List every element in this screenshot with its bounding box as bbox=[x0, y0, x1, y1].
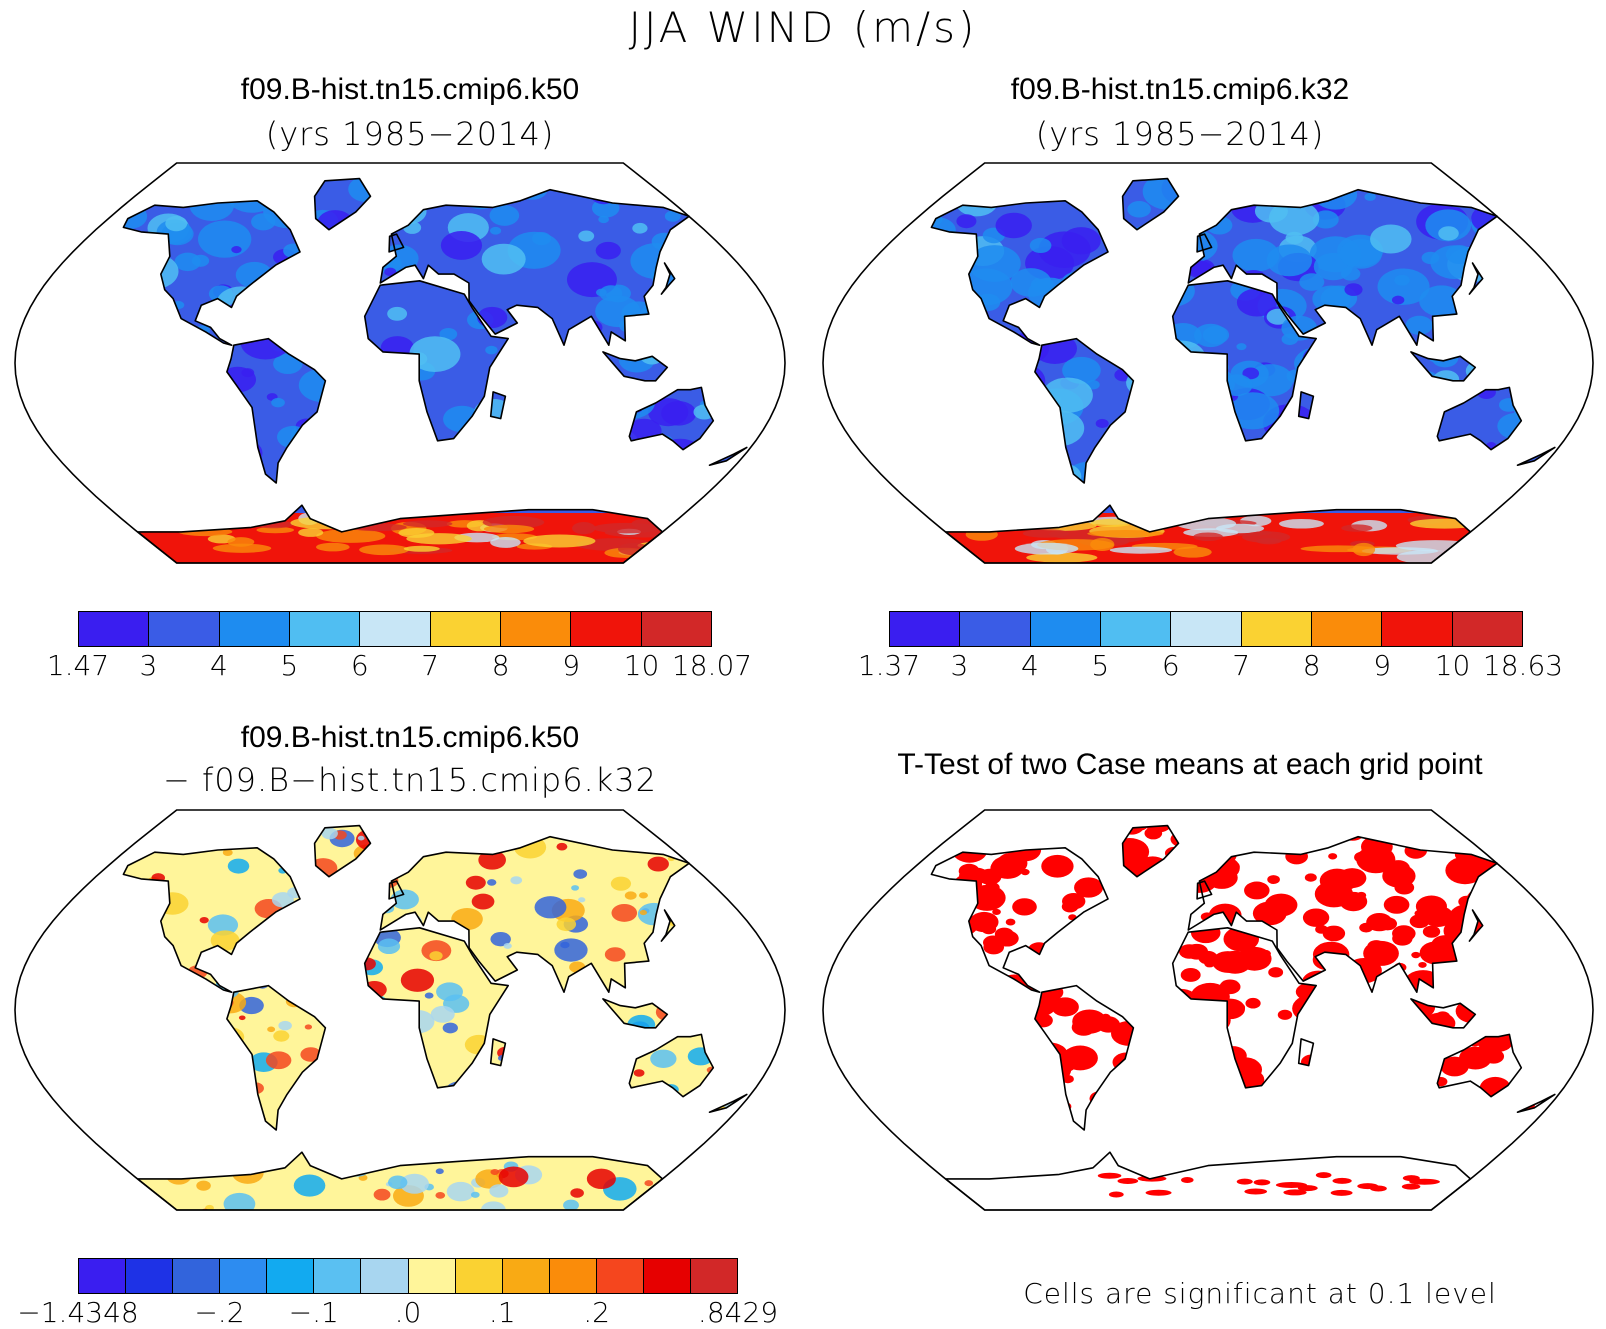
colorbar-swatch bbox=[1171, 612, 1242, 646]
colorbar-swatch bbox=[430, 612, 501, 646]
colorbar-swatch bbox=[289, 612, 361, 646]
ttest-significance-note: Cells are significant at 0.1 level bbox=[1023, 1277, 1497, 1310]
panel-diff-map bbox=[14, 809, 786, 1211]
colorbar-swatch bbox=[500, 612, 572, 646]
panel-diff-title: f09.B-hist.tn15.cmip6.k50 bbox=[240, 721, 580, 754]
colorbar-swatch bbox=[1311, 612, 1383, 646]
colorbar-tick-label: 7 bbox=[1232, 649, 1251, 682]
colorbar-tick-label: 18.63 bbox=[1482, 649, 1564, 682]
colorbar-tick-label: 9 bbox=[562, 649, 581, 682]
colorbar-tick-label: .1 bbox=[488, 1296, 516, 1329]
colorbar-tick-label: 9 bbox=[1373, 649, 1392, 682]
colorbar-swatch bbox=[549, 1259, 597, 1293]
colorbar-tick-label: 3 bbox=[950, 649, 969, 682]
panel-k32-subtitle: (yrs 1985−2014) bbox=[1035, 115, 1325, 153]
panel-k50-title: f09.B-hist.tn15.cmip6.k50 bbox=[240, 73, 580, 106]
colorbar-swatch bbox=[361, 1259, 409, 1293]
panel-diff-colorbar bbox=[78, 1258, 738, 1294]
colorbar-swatch bbox=[220, 1259, 268, 1293]
colorbar-swatch bbox=[1241, 612, 1312, 646]
colorbar-swatch bbox=[149, 612, 220, 646]
colorbar-swatch bbox=[691, 1259, 738, 1293]
colorbar-tick-label: 8 bbox=[491, 649, 510, 682]
colorbar-tick-label: 4 bbox=[209, 649, 228, 682]
colorbar-swatch bbox=[641, 612, 711, 646]
colorbar-swatch bbox=[126, 1259, 174, 1293]
colorbar-tick-label: 6 bbox=[1161, 649, 1180, 682]
colorbar-tick-label: 5 bbox=[1091, 649, 1110, 682]
colorbar-tick-label: 8 bbox=[1302, 649, 1321, 682]
colorbar-tick-label: 7 bbox=[421, 649, 440, 682]
panel-diff-subtitle: − f09.B−hist.tn15.cmip6.k32 bbox=[163, 761, 657, 799]
panel-ttest-title: T-Test of two Case means at each grid po… bbox=[897, 748, 1483, 781]
colorbar-tick-label: 18.07 bbox=[671, 649, 753, 682]
panel-ttest-map bbox=[822, 809, 1594, 1211]
panel-k50-colorbar bbox=[78, 611, 712, 647]
colorbar-tick-label: 10 bbox=[1434, 649, 1471, 682]
colorbar-tick-label: .0 bbox=[394, 1296, 422, 1329]
panel-k32-title: f09.B-hist.tn15.cmip6.k32 bbox=[1010, 73, 1350, 106]
panel-k50-map bbox=[14, 162, 786, 564]
figure-title: JJA WIND (m/s) bbox=[628, 3, 978, 52]
colorbar-tick-label: 4 bbox=[1020, 649, 1039, 682]
colorbar-swatch bbox=[1100, 612, 1172, 646]
colorbar-tick-label: −1.4348 bbox=[17, 1296, 139, 1329]
colorbar-tick-label: .2 bbox=[583, 1296, 610, 1329]
panel-k50-subtitle: (yrs 1985−2014) bbox=[265, 115, 555, 153]
colorbar-tick-label: 5 bbox=[280, 649, 299, 682]
panel-k32-map bbox=[822, 162, 1594, 564]
colorbar-swatch bbox=[596, 1259, 644, 1293]
colorbar-tick-label: 1.37 bbox=[857, 649, 921, 682]
colorbar-swatch bbox=[960, 612, 1031, 646]
colorbar-swatch bbox=[219, 612, 290, 646]
colorbar-swatch bbox=[502, 1259, 550, 1293]
colorbar-tick-label: 6 bbox=[350, 649, 369, 682]
colorbar-swatch bbox=[1030, 612, 1101, 646]
colorbar-swatch bbox=[1382, 612, 1453, 646]
panel-k32-colorbar bbox=[889, 611, 1523, 647]
colorbar-swatch bbox=[643, 1259, 692, 1293]
colorbar-swatch bbox=[314, 1259, 362, 1293]
colorbar-swatch bbox=[79, 1259, 127, 1293]
colorbar-swatch bbox=[360, 612, 431, 646]
colorbar-swatch bbox=[267, 1259, 315, 1293]
colorbar-swatch bbox=[408, 1259, 456, 1293]
colorbar-swatch bbox=[1452, 612, 1522, 646]
colorbar-tick-label: 10 bbox=[623, 649, 660, 682]
colorbar-tick-label: −.1 bbox=[288, 1296, 339, 1329]
colorbar-swatch bbox=[173, 1259, 221, 1293]
colorbar-swatch bbox=[455, 1259, 503, 1293]
colorbar-tick-label: 1.47 bbox=[46, 649, 110, 682]
colorbar-swatch bbox=[890, 612, 961, 646]
colorbar-tick-label: .8429 bbox=[697, 1296, 779, 1329]
colorbar-swatch bbox=[79, 612, 150, 646]
colorbar-swatch bbox=[571, 612, 642, 646]
colorbar-tick-label: 3 bbox=[139, 649, 158, 682]
colorbar-tick-label: −.2 bbox=[194, 1296, 245, 1329]
